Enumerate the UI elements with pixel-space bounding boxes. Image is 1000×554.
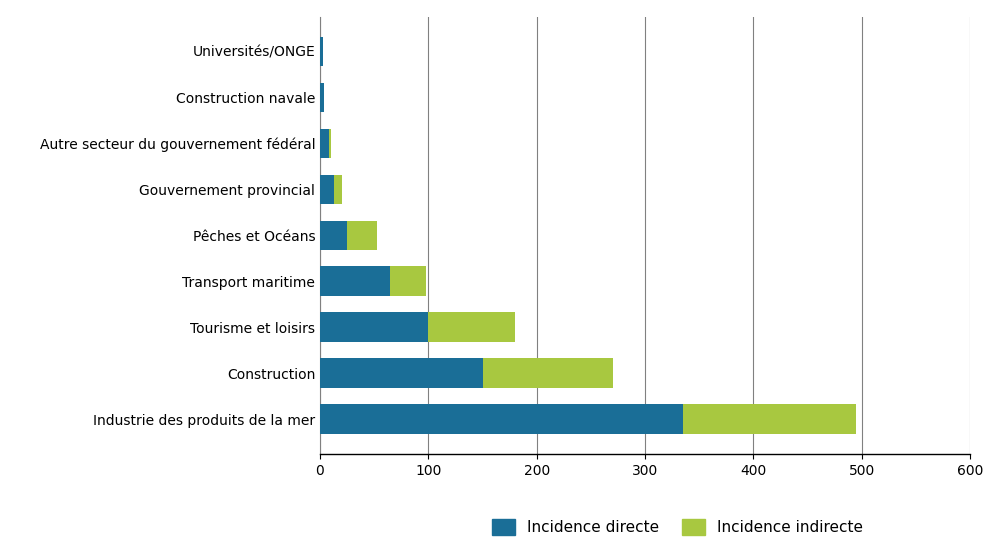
Bar — [320, 129, 329, 158]
Bar — [320, 220, 347, 250]
Bar — [320, 266, 390, 296]
Bar — [320, 175, 334, 204]
Bar — [482, 358, 612, 388]
Bar — [320, 312, 428, 342]
Bar — [329, 129, 331, 158]
Bar — [347, 220, 377, 250]
Bar — [320, 83, 324, 112]
Bar — [320, 404, 683, 434]
Bar — [428, 312, 515, 342]
Legend: Incidence directe, Incidence indirecte: Incidence directe, Incidence indirecte — [484, 512, 871, 543]
Bar — [320, 358, 482, 388]
Bar — [683, 404, 856, 434]
Bar — [320, 37, 323, 66]
Bar — [390, 266, 426, 296]
Bar — [334, 175, 342, 204]
